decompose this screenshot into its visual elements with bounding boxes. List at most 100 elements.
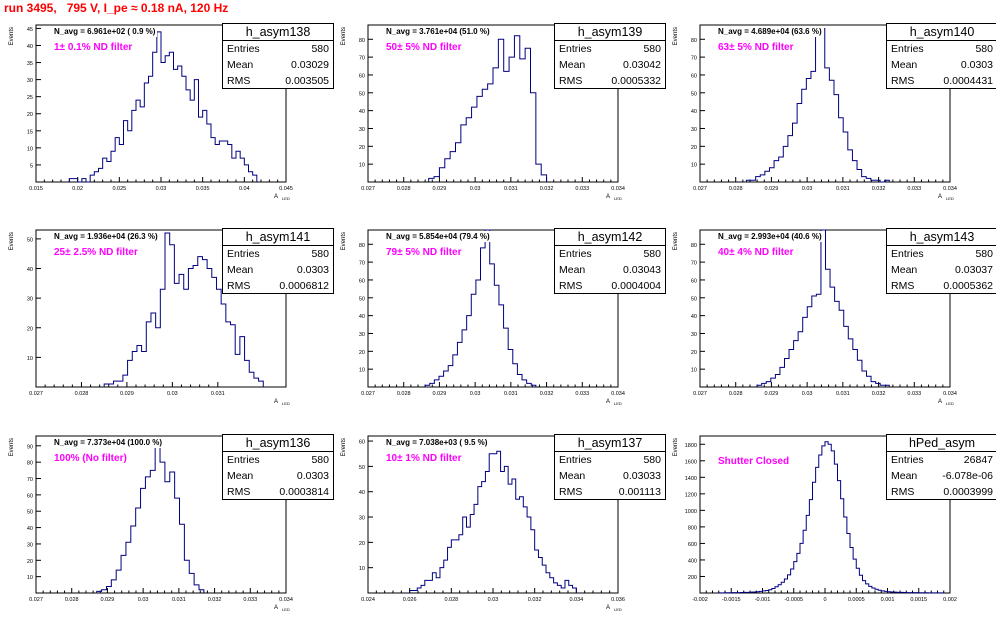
y-tick-label: 40	[691, 314, 697, 320]
stats-box: h_asym142 Entries 580 Mean 0.03043 RMS 0.00040…	[554, 228, 666, 294]
y-axis-label: Events	[9, 27, 15, 45]
y-tick-label: 50	[359, 465, 365, 471]
stats-value: 580	[975, 43, 993, 55]
plot-frame	[367, 229, 619, 388]
stats-row-mean: Mean 0.03037	[887, 262, 996, 278]
y-tick-label: 10	[691, 368, 697, 374]
y-tick-label: 50	[27, 237, 33, 243]
x-tick-label: 0.02	[72, 186, 83, 192]
stats-row-entries: Entries 580	[223, 41, 333, 57]
x-tick-label: 0.034	[279, 597, 293, 603]
x-tick-label: 0.027	[693, 186, 707, 192]
x-tick-label: 0.0005	[848, 597, 865, 603]
stats-box: h_asym141 Entries 580 Mean 0.0303 RMS 0.000681…	[222, 228, 334, 294]
y-tick-label: 1400	[685, 476, 697, 482]
x-tick-label: 0.032	[208, 597, 222, 603]
stats-box: h_asym136 Entries 580 Mean 0.0303 RMS 0.000381…	[222, 434, 334, 500]
stats-row-mean: Mean 0.03042	[555, 57, 665, 73]
stats-value: 0.0303	[960, 59, 993, 71]
stats-row-rms: RMS 0.0006812	[223, 278, 333, 294]
y-tick-label: 20	[359, 541, 365, 547]
stats-row-rms: RMS 0.0004004	[555, 278, 665, 294]
histogram-line-h_asym138	[68, 31, 258, 183]
stats-row-entries: Entries 580	[555, 452, 665, 468]
y-tick-label: 35	[27, 61, 33, 67]
navg-annotation: N_avg = 6.961e+02 ( 0.9 %)	[52, 26, 158, 37]
histogram-panel-hPed_asym: 200 400 600 800 1000 1200 1400 1600 1800 -0.002 -0…	[664, 431, 996, 631]
x-tick-label: 0.029	[765, 186, 779, 192]
stats-value: 26847	[963, 454, 993, 466]
y-tick-label: 80	[691, 38, 697, 44]
y-tick-label: 10	[359, 163, 365, 169]
stats-row-mean: Mean 0.0303	[223, 468, 333, 484]
stats-key: Mean	[891, 470, 918, 482]
histogram-panel-h_asym143: 10 20 30 40 50 60 70 80 0.027 0.028 0.029 0.03 0.031…	[664, 225, 996, 425]
y-axis-label: Events	[341, 438, 347, 456]
y-tick-label: 15	[27, 129, 33, 135]
stats-key: RMS	[227, 75, 251, 87]
y-tick-label: 70	[691, 56, 697, 62]
y-tick-label: 40	[359, 490, 365, 496]
x-tick-label: 0.029	[765, 391, 779, 397]
y-tick-label: 50	[691, 91, 697, 97]
stats-title: hPed_asym	[887, 435, 996, 452]
stats-key: Mean	[227, 470, 254, 482]
x-tick-label: 0.03	[470, 186, 481, 192]
stats-row-mean: Mean 0.0303	[223, 262, 333, 278]
stats-title: h_asym140	[887, 24, 996, 41]
y-tick-label: 30	[359, 332, 365, 338]
x-tick-label: 0.027	[361, 391, 375, 397]
histogram-panel-h_asym136: 10 20 30 40 50 60 70 80 90 0.027 0.028 0.029 0.03 0.0…	[0, 431, 334, 631]
y-tick-label: 20	[359, 350, 365, 356]
stats-row-rms: RMS 0.0005332	[555, 73, 665, 89]
y-tick-label: 25	[27, 95, 33, 101]
x-tick-label: 0.04	[239, 186, 250, 192]
x-tick-label: 0.035	[196, 186, 210, 192]
stats-key: RMS	[559, 75, 583, 87]
y-tick-label: 30	[359, 516, 365, 522]
filter-label: 10± 1% ND filter	[386, 453, 462, 464]
x-tick-label: 0.027	[29, 597, 43, 603]
stats-box: h_asym138 Entries 580 Mean 0.03029 RMS 0.00350…	[222, 23, 334, 89]
y-tick-label: 20	[691, 350, 697, 356]
stats-row-rms: RMS 0.0004431	[887, 73, 996, 89]
x-axis-label: A	[274, 194, 278, 200]
stats-key: Entries	[891, 43, 924, 55]
x-tick-label: 0.032	[540, 186, 554, 192]
stats-row-rms: RMS 0.003505	[223, 73, 333, 89]
stats-value: 0.0003999	[943, 486, 993, 498]
y-tick-label: 1600	[685, 459, 697, 465]
stats-key: Mean	[559, 59, 586, 71]
stats-key: RMS	[559, 280, 583, 292]
x-tick-label: -0.0015	[722, 597, 741, 603]
x-tick-label: 0.031	[211, 391, 225, 397]
x-tick-label: 0.031	[836, 391, 850, 397]
stats-row-entries: Entries 580	[887, 41, 996, 57]
y-tick-label: 5	[30, 163, 33, 169]
y-tick-label: 60	[691, 73, 697, 79]
x-tick-label: 0.031	[504, 186, 518, 192]
x-tick-label: 0.033	[243, 597, 257, 603]
x-tick-label: 0.03	[167, 391, 178, 397]
x-axis-label: A	[938, 194, 942, 200]
navg-annotation: N_avg = 5.854e+04 (79.4 %)	[384, 231, 492, 242]
histogram-plot: 200 400 600 800 1000 1200 1400 1600 1800 -0.002 -0…	[673, 435, 957, 603]
stats-key: Entries	[891, 248, 924, 260]
y-tick-label: 30	[27, 297, 33, 303]
x-tick-label: 0.034	[943, 391, 957, 397]
stats-title: h_asym136	[223, 435, 333, 452]
y-tick-label: 45	[27, 27, 33, 33]
y-tick-label: 1200	[685, 492, 697, 498]
plot-frame	[699, 24, 951, 183]
filter-label: 63± 5% ND filter	[718, 42, 794, 53]
y-tick-label: 50	[691, 296, 697, 302]
navg-annotation: N_avg = 3.761e+04 (51.0 %)	[384, 26, 492, 37]
x-axis-label-subscript: LED	[614, 401, 622, 406]
x-tick-label: 0.024	[361, 597, 375, 603]
x-tick-label: 0	[823, 597, 826, 603]
x-tick-label: 0.033	[575, 186, 589, 192]
run-title: run 3495, 795 V, I_pe ≈ 0.18 nA, 120 Hz	[4, 1, 229, 15]
stats-value: 0.0303	[296, 264, 329, 276]
x-tick-label: 0.028	[397, 391, 411, 397]
histogram-panel-h_asym139: 10 20 30 40 50 60 70 80 0.027 0.028 0.029 0.03 0.031…	[332, 20, 666, 220]
